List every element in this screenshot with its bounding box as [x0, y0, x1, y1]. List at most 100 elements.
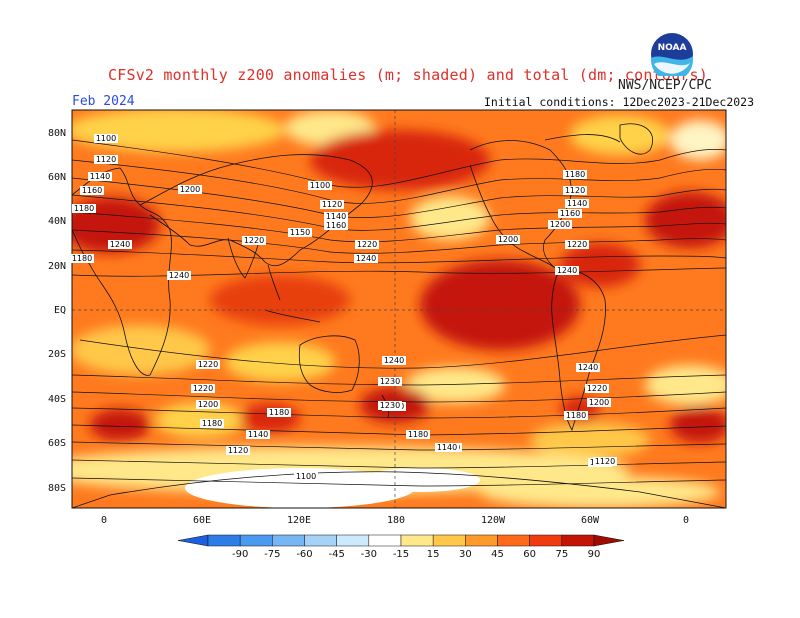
lat-label: 20S: [48, 349, 66, 360]
colorbar-swatch: [432, 534, 466, 547]
svg-text:1200: 1200: [498, 235, 518, 244]
contour-label: 1240: [382, 356, 406, 365]
svg-text:1240: 1240: [169, 271, 189, 280]
svg-text:1240: 1240: [356, 254, 376, 263]
colorbar-swatch: [207, 534, 241, 547]
svg-text:1200: 1200: [180, 185, 200, 194]
lat-label: 60N: [48, 172, 66, 183]
svg-text:1180: 1180: [202, 419, 222, 428]
svg-text:1240: 1240: [384, 356, 404, 365]
lat-label: 40S: [48, 394, 66, 405]
svg-text:1180: 1180: [72, 254, 92, 263]
lat-label: 40N: [48, 216, 66, 227]
svg-text:1160: 1160: [560, 209, 580, 218]
contour-label: 1180: [563, 170, 587, 179]
colorbar-tick-label: 60: [523, 549, 536, 560]
svg-text:1160: 1160: [82, 186, 102, 195]
colorbar-tick-label: -30: [361, 549, 377, 560]
colorbar-tick-label: -75: [264, 549, 280, 560]
contour-label: 1200: [548, 220, 572, 229]
svg-text:1150: 1150: [290, 228, 310, 237]
svg-text:1220: 1220: [587, 384, 607, 393]
svg-text:1240: 1240: [578, 363, 598, 372]
contour-label: 1220: [196, 360, 220, 369]
svg-text:1230: 1230: [380, 377, 400, 386]
contour-label: 1240: [576, 363, 600, 372]
contour-label: 1180: [564, 411, 588, 420]
contour-label: 1160: [558, 209, 582, 218]
svg-text:1140: 1140: [567, 199, 587, 208]
colorbar-tick-label: -60: [296, 549, 312, 560]
colorbar-tick-label: -90: [232, 549, 248, 560]
noaa-logo: NOAA: [651, 33, 693, 76]
contour-label: 1240: [167, 271, 191, 280]
contour-label: 1240: [555, 266, 579, 275]
anomaly-shading: [72, 110, 726, 508]
contour-label: 1180: [72, 204, 96, 213]
latitude-labels: 80N 60N 40N 20N EQ 20S 40S 60S 80S: [48, 128, 66, 494]
contour-label: 1200: [196, 400, 220, 409]
contour-label: 1140: [246, 430, 270, 439]
map-frame: [71, 109, 727, 509]
contour-label: 1220: [191, 384, 215, 393]
contour-label: 1120: [593, 457, 617, 466]
lon-label: 120W: [481, 515, 506, 526]
colorbar-swatch: [497, 534, 530, 547]
svg-text:1120: 1120: [595, 457, 615, 466]
initial-conditions: Initial conditions: 12Dec2023-21Dec2023: [484, 95, 755, 109]
contour-label: 1140: [88, 172, 112, 181]
svg-text:1140: 1140: [248, 430, 268, 439]
lon-label: 180: [387, 515, 405, 526]
contour-label: 1100: [94, 134, 118, 143]
svg-text:1120: 1120: [228, 446, 248, 455]
colorbar-swatch: [368, 534, 402, 547]
lon-label: 0: [683, 515, 689, 526]
svg-text:1180: 1180: [74, 204, 94, 213]
lat-label: 80N: [48, 128, 66, 139]
contour-label: 1100: [308, 181, 332, 190]
contour-label: 1230: [378, 377, 402, 386]
contour-label: 1140: [435, 443, 459, 452]
colorbar-swatch: [272, 534, 305, 547]
contour-label: 1120: [226, 446, 250, 455]
svg-text:1140: 1140: [90, 172, 110, 181]
colorbar-legend: -90 -75 -60 -45 -30 -15 15 30 45 60 75 90: [177, 534, 625, 560]
colorbar-tick-label: 30: [459, 549, 472, 560]
colorbar-arrow-high: [593, 534, 625, 547]
svg-text:1240: 1240: [110, 240, 130, 249]
contour-label: 1220: [565, 240, 589, 249]
reference-lines: [72, 110, 726, 508]
svg-text:1220: 1220: [193, 384, 213, 393]
svg-text:1200: 1200: [550, 220, 570, 229]
svg-text:1100: 1100: [96, 134, 116, 143]
svg-text:1180: 1180: [408, 430, 428, 439]
svg-text:1220: 1220: [357, 240, 377, 249]
lon-label: 120E: [287, 515, 311, 526]
svg-text:1180: 1180: [269, 408, 289, 417]
contour-label: 1180: [267, 408, 291, 417]
contour-label: 1240: [108, 240, 132, 249]
forecast-month: Feb 2024: [72, 94, 135, 109]
svg-text:1220: 1220: [198, 360, 218, 369]
svg-text:1200: 1200: [589, 398, 609, 407]
contour-label: 1180: [200, 419, 224, 428]
colorbar-tick-label: 15: [427, 549, 440, 560]
contour-label: 1140: [565, 199, 589, 208]
svg-text:1180: 1180: [566, 411, 586, 420]
colorbar-swatch: [529, 534, 563, 547]
coastlines: [72, 123, 726, 508]
svg-text:1220: 1220: [244, 236, 264, 245]
svg-text:1220: 1220: [567, 240, 587, 249]
colorbar-tick-label: -45: [328, 549, 344, 560]
svg-text:1180: 1180: [565, 170, 585, 179]
contour-label: 1240: [354, 254, 378, 263]
svg-text:1100: 1100: [310, 181, 330, 190]
contour-label: 1160: [80, 186, 104, 195]
svg-text:1200: 1200: [198, 400, 218, 409]
agency-label: NWS/NCEP/CPC: [618, 78, 712, 93]
lat-label: 20N: [48, 261, 66, 272]
contour-label: 1230: [378, 401, 402, 410]
svg-text:1230: 1230: [380, 401, 400, 410]
contour-label: 1220: [242, 236, 266, 245]
